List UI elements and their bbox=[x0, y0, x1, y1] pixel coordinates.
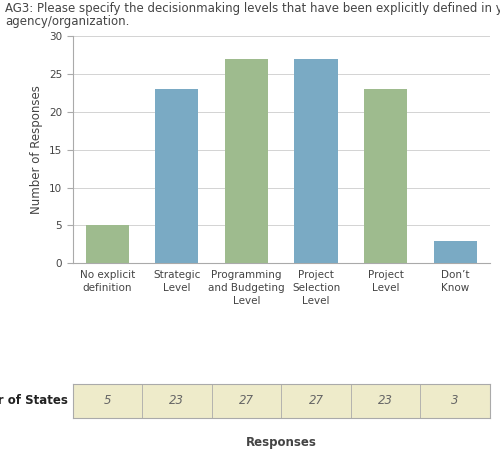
Bar bbox=[86, 226, 129, 263]
Text: 5: 5 bbox=[104, 394, 111, 407]
Text: Programming: Programming bbox=[211, 270, 282, 280]
Y-axis label: Number of Responses: Number of Responses bbox=[30, 85, 44, 214]
Text: and Budgeting: and Budgeting bbox=[208, 283, 285, 293]
Text: Selection: Selection bbox=[292, 283, 340, 293]
Text: Project: Project bbox=[368, 270, 404, 280]
Text: Level: Level bbox=[302, 296, 330, 306]
Text: 23: 23 bbox=[170, 394, 184, 407]
Text: Know: Know bbox=[441, 283, 470, 293]
Text: Level: Level bbox=[232, 296, 260, 306]
Text: 27: 27 bbox=[308, 394, 324, 407]
Text: 23: 23 bbox=[378, 394, 393, 407]
Text: Number of States: Number of States bbox=[0, 394, 68, 407]
Text: agency/organization.: agency/organization. bbox=[5, 15, 130, 28]
Text: Level: Level bbox=[163, 283, 190, 293]
Text: definition: definition bbox=[82, 283, 132, 293]
Bar bbox=[364, 89, 407, 263]
Text: 3: 3 bbox=[452, 394, 459, 407]
Text: Responses: Responses bbox=[246, 436, 316, 449]
Text: Level: Level bbox=[372, 283, 400, 293]
Text: Don’t: Don’t bbox=[441, 270, 470, 280]
Text: No explicit: No explicit bbox=[80, 270, 135, 280]
Text: Strategic: Strategic bbox=[153, 270, 200, 280]
Bar bbox=[294, 59, 338, 263]
Text: AG3: Please specify the decisionmaking levels that have been explicitly defined : AG3: Please specify the decisionmaking l… bbox=[5, 2, 500, 15]
Bar bbox=[156, 89, 198, 263]
Bar bbox=[225, 59, 268, 263]
Text: 27: 27 bbox=[239, 394, 254, 407]
Text: Project: Project bbox=[298, 270, 334, 280]
Bar bbox=[434, 241, 477, 263]
